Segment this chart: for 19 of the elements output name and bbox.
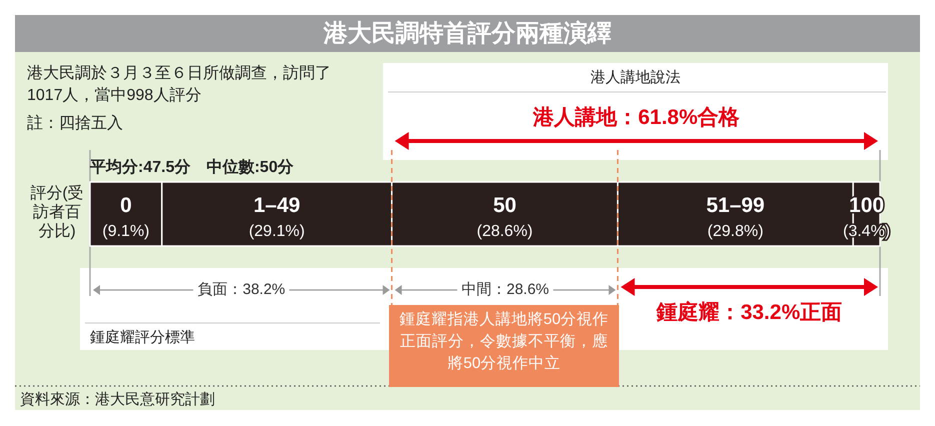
- series-label: 50: [493, 194, 516, 217]
- data-label: (29.8%): [707, 223, 764, 240]
- annotation: 鍾庭耀評分標準: [90, 328, 195, 347]
- annotation: 平均分:47.5分 中位數:50分: [90, 158, 294, 178]
- series-label: 1–49: [253, 194, 300, 217]
- data-label: (28.6%): [476, 223, 533, 240]
- series-label: 0: [120, 194, 132, 217]
- annotation: 鍾庭耀指港人講地將50分視作正面評分，令數據不平衡，應將50分視作中立: [389, 305, 619, 387]
- annotation: 港人講地：61.8%合格: [532, 105, 741, 131]
- data-label: (29.1%): [248, 223, 305, 240]
- series-label: 51–99: [706, 194, 765, 217]
- annotation: 註：四捨五入: [27, 114, 123, 134]
- annotation: 鍾庭耀：33.2%正面: [655, 300, 844, 326]
- annotation: 資料來源：港大民意研究計劃: [20, 390, 215, 409]
- title: 港大民調特首評分兩種演繹: [322, 19, 612, 49]
- annotation: 港人講地說法: [590, 68, 682, 87]
- annotation: 港大民調於３月３至６日所做調查，訪問了1017人，當中998人評分: [27, 64, 332, 106]
- data-label: (9.1%): [102, 223, 150, 240]
- category: 評分(受訪者百分比): [29, 184, 85, 241]
